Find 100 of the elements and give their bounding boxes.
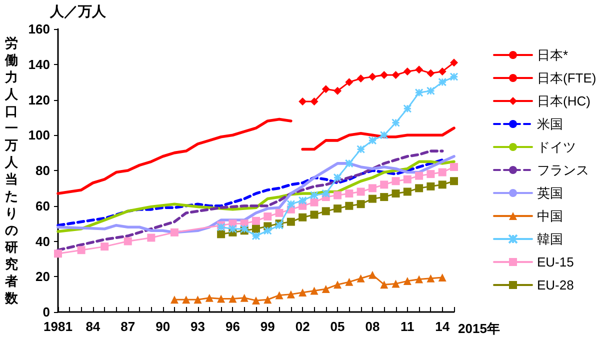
point <box>298 98 307 106</box>
y-tick-label: 60 <box>36 198 50 214</box>
point <box>380 70 388 79</box>
point <box>414 88 424 97</box>
point <box>310 210 318 219</box>
point <box>356 74 365 83</box>
point <box>392 70 400 79</box>
point <box>310 198 318 206</box>
y-tick-label: 0 <box>42 304 50 320</box>
point <box>298 213 307 222</box>
point <box>426 274 435 282</box>
legend-label: 米国 <box>537 116 563 132</box>
y-tick-label: 20 <box>36 269 50 284</box>
point <box>392 189 400 198</box>
point <box>426 86 435 96</box>
point <box>438 78 447 86</box>
point <box>310 98 318 106</box>
point <box>100 242 109 251</box>
point <box>438 67 446 76</box>
y-tick-label: 40 <box>36 234 50 249</box>
point <box>264 212 272 220</box>
point <box>334 191 342 200</box>
point <box>426 69 435 78</box>
point <box>228 224 237 234</box>
point <box>403 104 412 113</box>
text: 労働力人口一万人当たりの研究者数 <box>5 36 18 306</box>
point <box>438 180 446 189</box>
point <box>403 67 412 76</box>
line-series <box>56 118 292 195</box>
point <box>450 58 458 67</box>
x-tick-label: 84 <box>86 319 101 334</box>
point <box>194 296 202 304</box>
point <box>286 290 295 298</box>
point <box>182 296 190 304</box>
point <box>415 66 424 74</box>
point <box>263 226 272 235</box>
point <box>380 180 388 189</box>
y-tick-label: 100 <box>28 128 50 143</box>
legend-label: EU-15 <box>537 254 574 270</box>
point <box>403 175 412 184</box>
point <box>252 224 260 233</box>
x-tick-label: 93 <box>190 319 205 334</box>
y-tick-label: 120 <box>28 92 50 108</box>
line-series <box>301 126 456 151</box>
point <box>392 177 400 186</box>
point <box>298 288 307 297</box>
point <box>438 274 446 282</box>
point <box>415 172 424 180</box>
point <box>170 228 178 236</box>
y-tick-label: 160 <box>28 22 50 36</box>
point <box>310 191 318 200</box>
point <box>368 194 376 203</box>
point <box>334 204 342 213</box>
x-tick-label: 11 <box>400 319 414 334</box>
y-tick-label: 80 <box>36 163 50 178</box>
x-axis-title: 2015年 <box>458 321 500 336</box>
point <box>205 294 214 302</box>
point <box>403 277 412 286</box>
point <box>380 130 388 140</box>
legend-label: 英国 <box>537 186 563 200</box>
legend-label: 日本* <box>537 48 568 62</box>
point <box>217 294 226 303</box>
point <box>356 188 365 196</box>
point <box>392 280 400 288</box>
point <box>298 196 307 205</box>
point <box>322 285 330 294</box>
point <box>345 278 354 286</box>
text: 人／万人 <box>49 3 107 19</box>
x-tick-label: 99 <box>260 319 275 334</box>
point <box>356 200 365 208</box>
point <box>240 294 248 302</box>
x-tick-label: 05 <box>330 319 345 334</box>
point <box>368 136 377 145</box>
point <box>310 286 318 295</box>
point <box>252 296 260 305</box>
point <box>380 193 388 202</box>
legend-label: 日本(HC) <box>537 94 590 108</box>
point <box>322 85 330 94</box>
point <box>356 145 366 154</box>
point <box>322 189 330 198</box>
point <box>275 208 284 217</box>
x-tick-label: 14 <box>435 319 450 334</box>
point <box>368 184 376 192</box>
legend-label: ドイツ <box>537 140 576 154</box>
point <box>252 216 260 225</box>
point <box>426 170 435 178</box>
legend-label: 中国 <box>537 208 563 224</box>
point <box>333 173 342 182</box>
point <box>147 234 156 242</box>
point <box>334 86 342 95</box>
legend-label: 日本(FTE) <box>537 70 596 86</box>
x-tick-label: 87 <box>120 319 136 334</box>
x-tick-label: 1981 <box>44 319 72 334</box>
point <box>170 296 178 304</box>
point <box>252 232 260 240</box>
point <box>345 202 354 210</box>
legend-label: EU-28 <box>537 278 574 292</box>
point <box>450 177 458 186</box>
x-tick-label: 02 <box>295 319 310 334</box>
point <box>450 162 458 171</box>
